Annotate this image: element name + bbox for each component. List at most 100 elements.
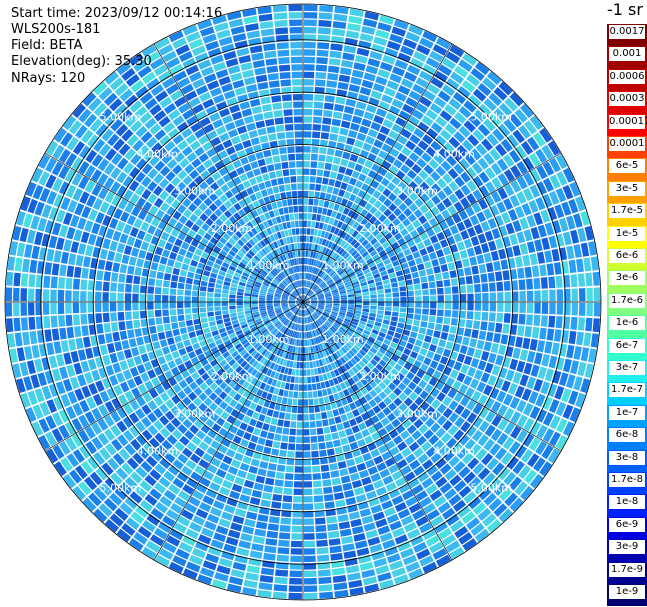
ppi-cell [303, 570, 317, 577]
ppi-cell [115, 467, 129, 481]
ppi-cell [162, 346, 171, 355]
ppi-cell [214, 302, 221, 307]
ppi-cell [310, 303, 318, 305]
ppi-cell [246, 212, 254, 221]
ppi-cell [348, 130, 358, 139]
ppi-cell [178, 321, 186, 328]
ppi-cell [497, 123, 511, 137]
ppi-cell [201, 372, 210, 381]
ppi-cell [285, 320, 291, 327]
ppi-cell [389, 446, 400, 456]
ppi-cell [369, 206, 378, 215]
ppi-cell [331, 290, 339, 294]
ppi-cell [327, 258, 334, 266]
ppi-cell [356, 462, 367, 472]
ppi-cell [345, 342, 353, 349]
ppi-cell [234, 242, 242, 250]
ppi-cell [215, 258, 223, 266]
ppi-cell [435, 427, 447, 439]
ppi-cell [486, 519, 502, 533]
ppi-cell [88, 492, 102, 507]
ppi-cell [428, 251, 437, 260]
ppi-cell [511, 291, 519, 302]
ppi-cell [375, 76, 388, 86]
ppi-cell [420, 276, 428, 283]
ppi-cell [430, 470, 443, 482]
ppi-cell [512, 460, 525, 475]
ppi-cell [384, 457, 396, 468]
ppi-cell [52, 144, 65, 160]
ppi-cell [132, 284, 140, 293]
ppi-cell [405, 97, 418, 108]
ppi-cell [364, 11, 380, 21]
ppi-cell [282, 169, 290, 177]
ppi-cell [284, 245, 290, 252]
ppi-cell [311, 314, 316, 321]
ppi-cell [274, 576, 288, 585]
ppi-cell [32, 184, 44, 200]
ppi-cell [534, 302, 541, 314]
ppi-cell [340, 158, 349, 167]
ppi-cell [324, 162, 332, 171]
ppi-cell [243, 163, 252, 172]
ppi-cell [317, 390, 323, 397]
ppi-cell [423, 238, 432, 247]
ppi-cell [458, 277, 466, 286]
ppi-cell [312, 390, 318, 398]
ppi-cell [296, 309, 300, 315]
ppi-cell [388, 130, 399, 140]
ppi-cell [327, 347, 333, 355]
ppi-cell [245, 252, 253, 260]
ppi-cell [333, 352, 339, 360]
ppi-cell [137, 144, 150, 157]
ppi-cell [237, 501, 249, 510]
ppi-cell [346, 395, 354, 404]
ppi-cell [298, 302, 303, 308]
ppi-cell [440, 160, 452, 172]
ppi-cell [502, 270, 510, 281]
ppi-cell [253, 342, 261, 349]
ppi-cell [433, 265, 441, 274]
ppi-cell [413, 418, 424, 429]
ppi-cell [481, 312, 489, 321]
ppi-cell [286, 405, 292, 413]
ppi-cell [363, 111, 375, 121]
ppi-cell [328, 201, 335, 210]
ppi-cell [215, 468, 227, 479]
ppi-cell [275, 310, 282, 314]
ppi-cell [200, 527, 214, 538]
ppi-cell [261, 453, 270, 462]
ppi-cell [367, 536, 381, 546]
ppi-cell [270, 270, 277, 277]
ppi-cell [315, 268, 320, 275]
ppi-cell [316, 260, 321, 268]
ppi-cell [85, 441, 98, 455]
ppi-cell [254, 283, 261, 288]
ppi-cell [331, 477, 341, 486]
ppi-cell [398, 402, 408, 412]
ppi-cell [224, 321, 232, 327]
ppi-cell [385, 306, 392, 311]
ppi-cell [361, 311, 369, 316]
ppi-cell [310, 161, 318, 168]
ppi-cell [417, 333, 425, 341]
ppi-cell [141, 327, 150, 336]
ppi-cell [209, 382, 218, 391]
ppi-cell [171, 394, 181, 405]
ppi-cell [317, 295, 324, 298]
ppi-cell [216, 177, 226, 187]
ppi-cell [282, 374, 288, 382]
ppi-cell [363, 254, 372, 261]
ppi-cell [355, 341, 363, 349]
ppi-cell [362, 295, 370, 299]
ppi-cell [403, 186, 413, 196]
ppi-cell [317, 569, 331, 577]
ppi-cell [483, 438, 495, 452]
ppi-cell [296, 436, 303, 443]
ppi-cell [16, 347, 26, 362]
ppi-cell [468, 496, 482, 510]
ppi-cell [235, 230, 243, 239]
ppi-cell [472, 189, 483, 201]
ppi-cell [384, 288, 392, 294]
ppi-cell [103, 177, 115, 190]
